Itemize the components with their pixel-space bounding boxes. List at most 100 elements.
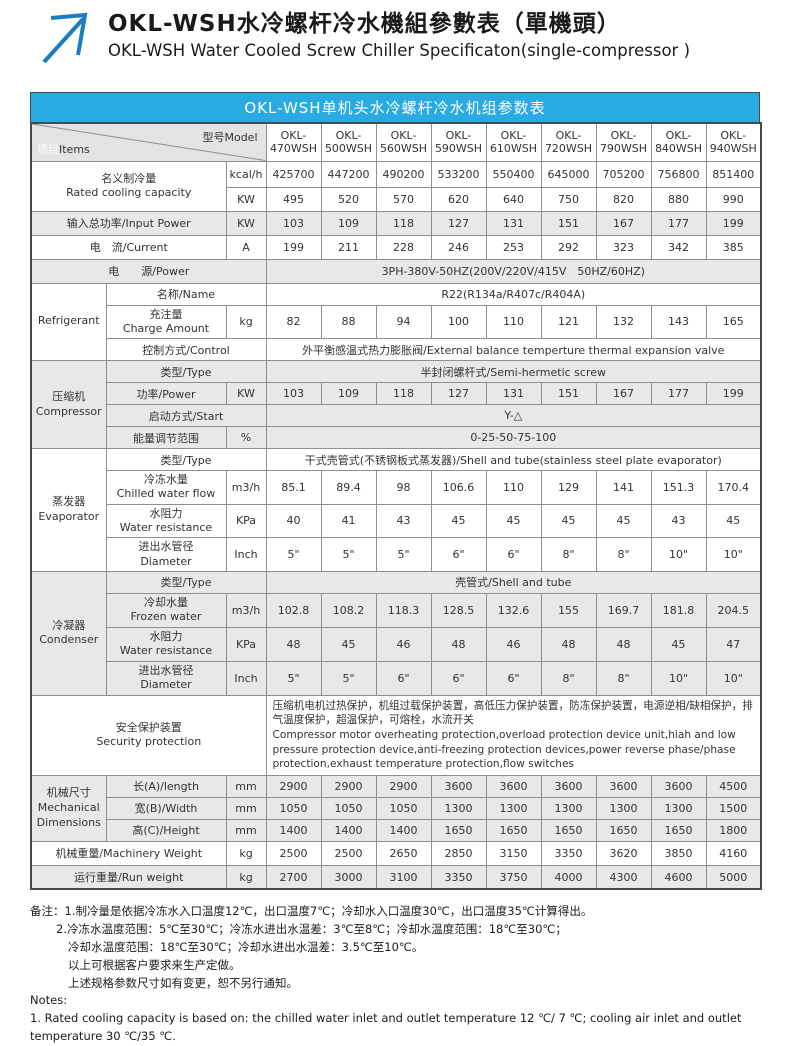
value-cell: 550400: [485, 160, 542, 188]
notes: 备注：1.制冷量是依据冷冻水入口温度12℃，出口温度7℃；冷却水入口温度30℃，…: [30, 903, 770, 1046]
value-cell: 1050: [375, 796, 432, 820]
unit-cell: %: [225, 426, 267, 450]
table-row: 名义制冷量 Rated cooling capacity kcal/h 42570…: [30, 160, 762, 212]
value-cell: 106.6: [430, 470, 487, 505]
value-cell: 228: [375, 234, 432, 260]
value-cell: 4300: [595, 864, 652, 890]
unit-cell: Inch: [225, 660, 267, 696]
value-cell: 1050: [320, 796, 377, 820]
row-label: 输入总功率/Input Power: [30, 210, 227, 236]
value-cell: 10": [705, 660, 762, 696]
row-label: 水阻力 Water resistance: [105, 503, 227, 539]
note-line: 2.冷冻水温度范围：5℃至30℃；冷冻水进出水温差：3℃至8℃；冷却水温度范围：…: [56, 922, 567, 937]
row-label: 机械重量/Machinery Weight: [30, 840, 227, 866]
value-cell: 151: [540, 382, 597, 406]
value-cell: 46: [485, 626, 542, 662]
table-row: 冷冻水量 Chilled water flow m3/h 85.1 89.4 98 10…: [31, 470, 762, 505]
value-cell: 640: [485, 186, 542, 212]
value-cell: 2500: [265, 840, 322, 866]
note-line: 上述规格参数尺寸如有变更，恕不另行通知。: [68, 975, 298, 990]
value-cell: 108.2: [320, 592, 377, 628]
value-cell: 5": [265, 660, 322, 696]
value-cell: 246: [430, 234, 487, 260]
value-cell: 82: [265, 304, 322, 340]
unit-cell: kcal/h: [225, 160, 267, 188]
row-label: 启动方式/Start: [105, 404, 267, 428]
value-cell: 520: [320, 186, 377, 212]
value-cell: 89.4: [320, 470, 377, 505]
value-cell: 48: [430, 626, 487, 662]
merged-value-cell: 0-25-50-75-100: [265, 426, 762, 450]
row-label: 高(C)/Height: [105, 818, 227, 842]
value-cell: 645000: [540, 160, 597, 188]
value-cell: 109: [320, 382, 377, 406]
value-cell: 47: [705, 626, 762, 662]
value-cell: 490200: [375, 160, 432, 188]
unit-cell: Inch: [225, 537, 267, 572]
table-row: 冷凝器 Condenser 类型/Type 壳管式/Shell and tube: [30, 570, 762, 696]
table-row: 控制方式/Control 外平衡感温式热力膨胀阀/External balanc…: [31, 338, 762, 362]
note-line: 1. Rated cooling capacity is based on: t…: [30, 1011, 742, 1044]
page-title-en: OKL-WSH Water Cooled Screw Chiller Speci…: [108, 40, 691, 60]
note-line: 冷却水温度范围：18℃至30℃；冷却水进出水温差：3.5℃至10℃。: [68, 940, 424, 955]
value-cell: 990: [705, 186, 762, 212]
value-cell: 10": [705, 537, 762, 572]
value-cell: 103: [265, 382, 322, 406]
table-row: 高(C)/Height mm 1400 1400 1400 1650 1650 1650 1…: [31, 818, 762, 842]
value-cell: 1050: [265, 796, 322, 820]
value-cell: 570: [375, 186, 432, 212]
unit-cell: m3/h: [225, 592, 267, 628]
table-row: 运行重量/Run weight kg 2700 3000 3100 3350 3750 4…: [30, 864, 762, 890]
model-header-cell: OKL-720WSH: [540, 122, 597, 162]
items-label: 项目Items: [37, 142, 90, 156]
table-row: 电 流/Current A 199 211 228 246 253 292 323 342 38…: [30, 234, 762, 260]
value-cell: 1650: [595, 818, 652, 842]
table-row: 冷却水量 Frozen water m3/h 102.8 108.2 118.3 128…: [31, 592, 762, 628]
value-cell: 620: [430, 186, 487, 212]
value-cell: 447200: [320, 160, 377, 188]
merged-value-cell: R22(R134a/R407c/R404A): [265, 282, 762, 306]
value-cell: 100: [430, 304, 487, 340]
value-cell: 132.6: [485, 592, 542, 628]
value-cell: 128.5: [430, 592, 487, 628]
value-cell: 1500: [705, 796, 762, 820]
model-label: 型号Model: [202, 131, 258, 144]
note-line: 以上可根据客户要求来生产定做。: [68, 957, 241, 972]
value-cell: 43: [375, 503, 432, 539]
model-header-cell: OKL-470WSH: [265, 122, 322, 162]
value-cell: 131: [485, 210, 542, 236]
arrow-up-right-icon: [42, 12, 88, 64]
value-cell: 3600: [540, 774, 597, 798]
value-cell: 103: [265, 210, 322, 236]
value-cell: 88: [320, 304, 377, 340]
value-cell: 1300: [430, 796, 487, 820]
table-row: 电 源/Power 3PH-380V-50HZ(200V/220V/415V 5…: [30, 258, 762, 284]
value-cell: 109: [320, 210, 377, 236]
value-cell: 533200: [430, 160, 487, 188]
value-cell: 4000: [540, 864, 597, 890]
value-cell: 323: [595, 234, 652, 260]
value-cell: 48: [540, 626, 597, 662]
model-header-cell: OKL-590WSH: [430, 122, 487, 162]
value-cell: 342: [650, 234, 707, 260]
unit-cell: KW: [225, 186, 267, 212]
value-cell: 110: [485, 470, 542, 505]
value-cell: 1800: [705, 818, 762, 842]
value-cell: 2700: [265, 864, 322, 890]
value-cell: 1650: [485, 818, 542, 842]
row-label: 类型/Type: [105, 448, 267, 472]
value-cell: 3100: [375, 864, 432, 890]
table-row: 进出水管径 Diameter Inch 5" 5" 5" 6" 6" 8" 8" 10" 10": [31, 537, 762, 572]
value-cell: 45: [650, 626, 707, 662]
value-cell: 292: [540, 234, 597, 260]
value-cell: 1400: [320, 818, 377, 842]
row-label: 能量调节范围: [105, 426, 227, 450]
value-cell: 3600: [430, 774, 487, 798]
merged-value-cell: 壳管式/Shell and tube: [265, 570, 762, 594]
value-cell: 46: [375, 626, 432, 662]
unit-cell: mm: [225, 774, 267, 798]
table-row: 能量调节范围 % 0-25-50-75-100: [31, 426, 762, 450]
value-cell: 820: [595, 186, 652, 212]
value-cell: 45: [540, 503, 597, 539]
value-cell: 121: [540, 304, 597, 340]
